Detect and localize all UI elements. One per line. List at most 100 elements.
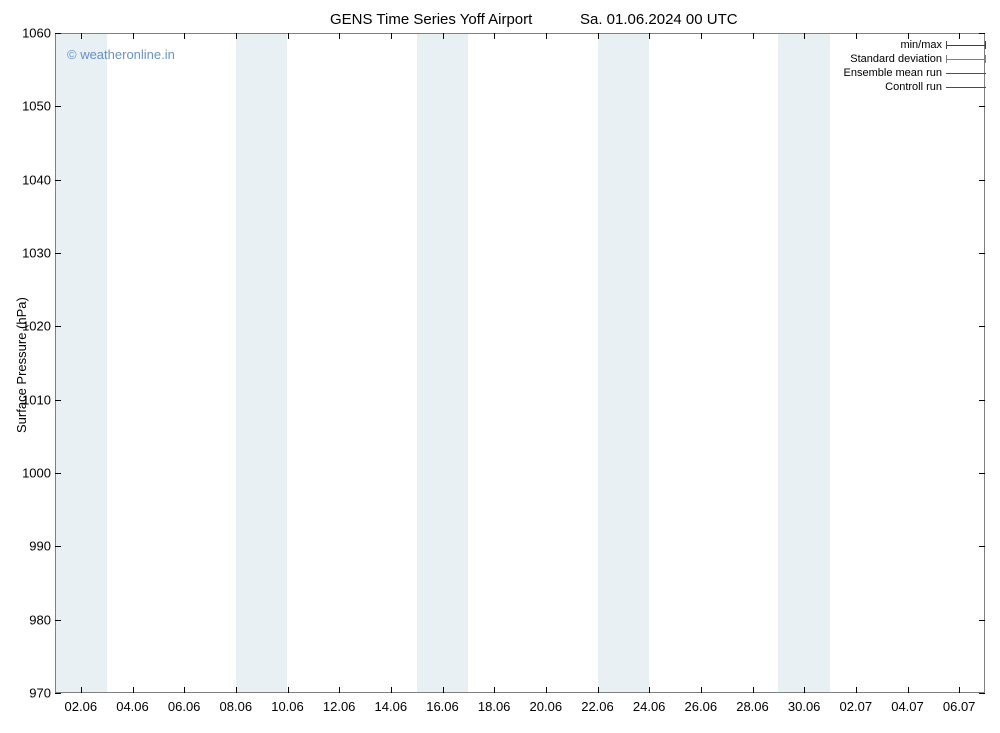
x-tick-mark	[184, 33, 185, 39]
weekend-band	[236, 33, 288, 693]
x-tick-mark	[133, 687, 134, 693]
x-tick-label: 04.06	[116, 699, 149, 714]
y-tick-mark	[979, 620, 985, 621]
y-tick-mark	[55, 253, 61, 254]
x-tick-mark	[546, 687, 547, 693]
x-tick-mark	[804, 687, 805, 693]
x-tick-mark	[339, 33, 340, 39]
x-tick-mark	[753, 33, 754, 39]
x-tick-mark	[391, 687, 392, 693]
chart-title-right: Sa. 01.06.2024 00 UTC	[580, 11, 738, 28]
y-tick-label: 1040	[11, 172, 51, 187]
x-tick-mark	[81, 687, 82, 693]
y-tick-label: 1030	[11, 246, 51, 261]
y-tick-mark	[979, 693, 985, 694]
weekend-band	[778, 33, 830, 693]
legend-label: Standard deviation	[850, 53, 946, 65]
y-tick-mark	[55, 106, 61, 107]
legend-sample	[946, 67, 986, 79]
x-tick-mark	[908, 687, 909, 693]
x-tick-mark	[443, 33, 444, 39]
x-tick-mark	[288, 33, 289, 39]
x-tick-mark	[649, 33, 650, 39]
y-tick-mark	[979, 546, 985, 547]
y-tick-label: 990	[11, 539, 51, 554]
x-tick-mark	[81, 33, 82, 39]
y-tick-label: 970	[11, 686, 51, 701]
x-tick-label: 04.07	[891, 699, 924, 714]
x-tick-mark	[494, 33, 495, 39]
y-tick-mark	[979, 33, 985, 34]
x-tick-mark	[288, 687, 289, 693]
y-tick-mark	[979, 326, 985, 327]
x-tick-mark	[701, 687, 702, 693]
x-tick-mark	[598, 33, 599, 39]
y-tick-mark	[55, 693, 61, 694]
x-tick-mark	[959, 687, 960, 693]
x-tick-mark	[133, 33, 134, 39]
legend-sample	[946, 53, 986, 65]
x-tick-label: 02.07	[840, 699, 873, 714]
legend-label: Controll run	[885, 81, 946, 93]
weekend-band	[417, 33, 469, 693]
legend-sample	[946, 39, 986, 51]
x-tick-mark	[184, 687, 185, 693]
y-tick-mark	[979, 473, 985, 474]
legend-sample	[946, 81, 986, 93]
weekend-band	[598, 33, 650, 693]
x-tick-mark	[701, 33, 702, 39]
x-tick-mark	[598, 687, 599, 693]
y-tick-mark	[979, 106, 985, 107]
x-tick-label: 06.06	[168, 699, 201, 714]
x-tick-mark	[856, 687, 857, 693]
x-tick-mark	[236, 687, 237, 693]
x-tick-mark	[443, 687, 444, 693]
legend-item: Standard deviation	[844, 52, 986, 66]
y-tick-label: 1050	[11, 99, 51, 114]
x-tick-label: 16.06	[426, 699, 459, 714]
y-tick-mark	[55, 400, 61, 401]
y-tick-mark	[979, 180, 985, 181]
legend-item: min/max	[844, 38, 986, 52]
chart-container: { "title_left": "GENS Time Series Yoff A…	[0, 0, 1000, 733]
x-tick-mark	[753, 687, 754, 693]
y-tick-mark	[55, 473, 61, 474]
x-tick-label: 22.06	[581, 699, 614, 714]
x-tick-mark	[649, 687, 650, 693]
y-tick-label: 1010	[11, 392, 51, 407]
plot-area: © weatheronline.in	[55, 33, 985, 693]
x-tick-label: 14.06	[375, 699, 408, 714]
legend-label: min/max	[900, 39, 946, 51]
y-tick-mark	[55, 33, 61, 34]
x-tick-label: 08.06	[220, 699, 253, 714]
x-tick-label: 10.06	[271, 699, 304, 714]
x-tick-label: 12.06	[323, 699, 356, 714]
x-tick-mark	[236, 33, 237, 39]
y-tick-label: 1060	[11, 26, 51, 41]
y-tick-label: 1020	[11, 319, 51, 334]
weekend-band	[55, 33, 107, 693]
y-tick-mark	[979, 400, 985, 401]
x-tick-label: 30.06	[788, 699, 821, 714]
legend-item: Controll run	[844, 80, 986, 94]
y-tick-label: 1000	[11, 466, 51, 481]
x-tick-label: 06.07	[943, 699, 976, 714]
y-tick-mark	[55, 620, 61, 621]
x-tick-label: 24.06	[633, 699, 666, 714]
chart-title-left: GENS Time Series Yoff Airport	[330, 11, 532, 28]
x-tick-label: 02.06	[65, 699, 98, 714]
x-tick-mark	[804, 33, 805, 39]
x-tick-label: 18.06	[478, 699, 511, 714]
y-tick-mark	[55, 180, 61, 181]
legend-label: Ensemble mean run	[844, 67, 946, 79]
legend-item: Ensemble mean run	[844, 66, 986, 80]
y-tick-mark	[979, 253, 985, 254]
x-tick-mark	[339, 687, 340, 693]
x-tick-label: 26.06	[685, 699, 718, 714]
x-tick-mark	[494, 687, 495, 693]
x-tick-label: 28.06	[736, 699, 769, 714]
x-tick-label: 20.06	[530, 699, 563, 714]
plot-border	[55, 33, 985, 693]
x-tick-mark	[546, 33, 547, 39]
y-tick-mark	[55, 546, 61, 547]
